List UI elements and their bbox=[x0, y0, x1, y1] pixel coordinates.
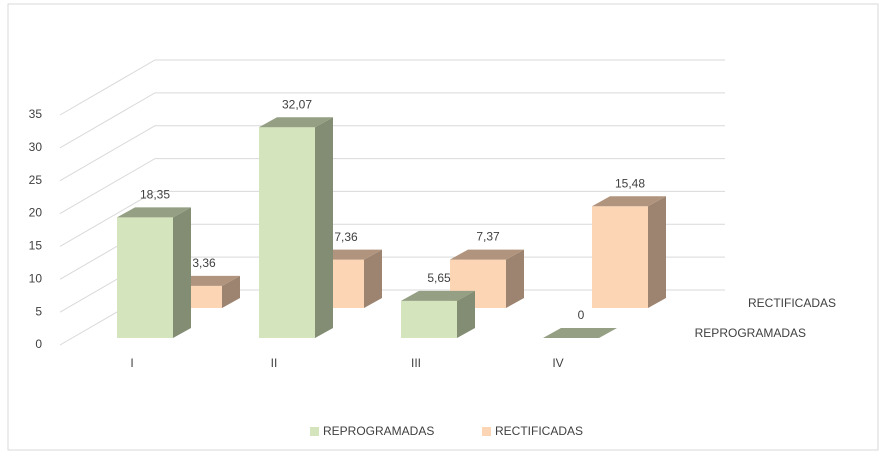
bar-shade bbox=[648, 196, 666, 308]
legend-label: RECTIFICADAS bbox=[495, 424, 583, 438]
bar-face bbox=[222, 275, 240, 308]
y-tick-label: 10 bbox=[29, 271, 43, 285]
y-tick-label: 20 bbox=[29, 206, 43, 220]
bar-face bbox=[315, 117, 333, 338]
bar-face bbox=[117, 217, 173, 338]
bar-face bbox=[117, 207, 191, 218]
bar-face bbox=[401, 300, 457, 338]
bar bbox=[259, 117, 333, 338]
data-label: 7,37 bbox=[476, 230, 500, 244]
bar-shade bbox=[259, 117, 333, 128]
depth-axis-label: RECTIFICADAS bbox=[748, 296, 836, 310]
y-tick-label: 25 bbox=[29, 173, 43, 187]
bar bbox=[401, 290, 475, 338]
bar-shade bbox=[450, 249, 524, 260]
grid-line bbox=[59, 125, 725, 182]
x-tick-label: I bbox=[130, 356, 133, 370]
bar-face bbox=[259, 117, 333, 128]
x-tick-label: II bbox=[271, 356, 278, 370]
legend-swatch bbox=[482, 427, 491, 436]
y-tick-label: 5 bbox=[35, 304, 42, 318]
data-label: 7,36 bbox=[334, 230, 358, 244]
bar-shade bbox=[222, 275, 240, 308]
data-label: 5,65 bbox=[427, 271, 451, 285]
bar-shade bbox=[364, 249, 382, 308]
data-label: 0 bbox=[578, 308, 585, 322]
bar-shade bbox=[173, 207, 191, 338]
bar-shade bbox=[315, 117, 333, 338]
grid-line bbox=[59, 158, 725, 215]
y-tick-label: 15 bbox=[29, 239, 43, 253]
grid-line bbox=[59, 190, 725, 247]
bar-shade bbox=[457, 290, 475, 338]
data-label: 3,36 bbox=[192, 256, 216, 270]
bar-shade bbox=[543, 328, 617, 338]
bar-face bbox=[592, 196, 666, 207]
bar-face bbox=[259, 127, 315, 338]
bar-face bbox=[401, 290, 475, 301]
bar-shade bbox=[117, 207, 191, 218]
x-tick-label: IV bbox=[552, 356, 563, 370]
bar-face bbox=[543, 328, 617, 338]
data-label: 15,48 bbox=[615, 176, 645, 190]
bar bbox=[592, 196, 666, 308]
bar-face bbox=[506, 249, 524, 308]
bar-face bbox=[457, 290, 475, 338]
legend-label: REPROGRAMADAS bbox=[323, 424, 434, 438]
data-label: 18,35 bbox=[140, 188, 170, 202]
grid-line bbox=[59, 92, 725, 149]
data-label: 32,07 bbox=[282, 97, 312, 111]
legend-swatch bbox=[310, 427, 319, 436]
bar-shade bbox=[506, 249, 524, 308]
depth-axis-label: REPROGRAMADAS bbox=[695, 326, 806, 340]
bar bbox=[543, 328, 617, 338]
y-tick-label: 35 bbox=[29, 107, 43, 121]
bar-face bbox=[364, 249, 382, 308]
y-tick-label: 0 bbox=[35, 337, 42, 351]
bar-face bbox=[592, 206, 648, 308]
bar-face bbox=[648, 196, 666, 308]
grid-line bbox=[59, 59, 725, 116]
bar-shade bbox=[592, 196, 666, 207]
bar-face bbox=[450, 249, 524, 260]
x-tick-label: III bbox=[411, 356, 421, 370]
y-tick-label: 30 bbox=[29, 140, 43, 154]
bar-face bbox=[173, 207, 191, 338]
bar bbox=[117, 207, 191, 338]
bar-shade bbox=[401, 290, 475, 301]
